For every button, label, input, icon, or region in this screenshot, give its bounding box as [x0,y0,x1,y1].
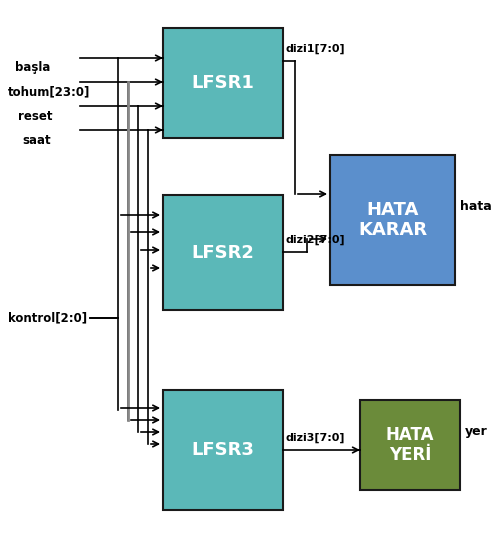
Bar [330,155,455,285]
Text: dizi3[7:0]: dizi3[7:0] [286,433,346,443]
Text: yer: yer [465,425,488,438]
Text: saat: saat [22,134,50,146]
Bar [163,390,283,510]
Text: hata: hata [460,200,492,213]
Text: HATA
YERİ: HATA YERİ [386,425,434,465]
Text: LFSR1: LFSR1 [192,74,254,92]
Text: LFSR3: LFSR3 [192,441,254,459]
Text: başla: başla [15,62,51,74]
Bar [163,195,283,310]
Text: dizi1[7:0]: dizi1[7:0] [286,44,346,54]
Text: LFSR2: LFSR2 [192,244,254,262]
Bar [163,28,283,138]
Text: dizi2[7:0]: dizi2[7:0] [286,235,346,245]
Text: HATA
KARAR: HATA KARAR [358,200,427,239]
Text: tohum[23:0]: tohum[23:0] [8,86,90,98]
Text: kontrol[2:0]: kontrol[2:0] [8,312,87,324]
Text: reset: reset [18,110,52,122]
Bar [360,400,460,490]
